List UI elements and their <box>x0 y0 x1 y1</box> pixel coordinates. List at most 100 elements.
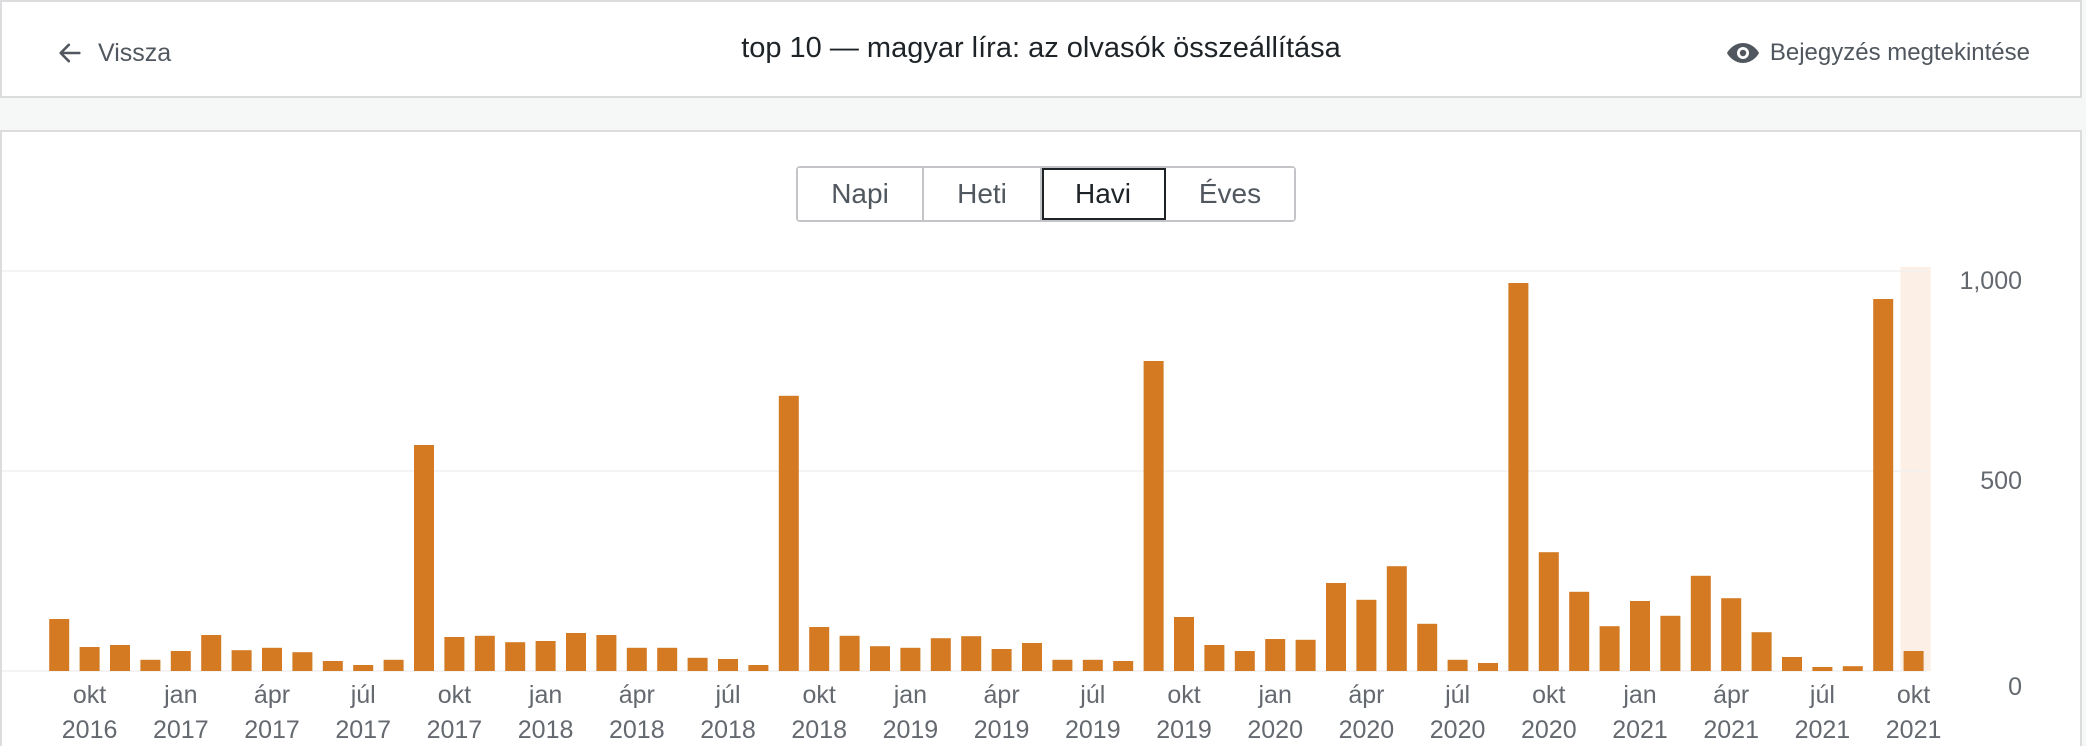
bar-56 <box>1751 632 1772 671</box>
bar-34 <box>1082 659 1103 671</box>
x-tick-year: 2019 <box>974 716 1030 744</box>
x-tick-month: jan <box>528 681 562 709</box>
bar-6 <box>231 650 252 671</box>
bar-21 <box>687 657 708 671</box>
bar-59 <box>1842 666 1863 671</box>
x-tick-month: okt <box>438 681 471 709</box>
bar-38 <box>1204 645 1225 671</box>
x-tick-month: ápr <box>1348 681 1384 709</box>
period-week-button[interactable]: Heti <box>924 168 1042 220</box>
bar-53 <box>1660 615 1681 671</box>
x-tick-year: 2018 <box>518 716 574 744</box>
y-tick-label: 1,000 <box>1959 267 2022 295</box>
x-tick-month: jan <box>1622 681 1656 709</box>
x-tick-month: ápr <box>984 681 1020 709</box>
back-label: Vissza <box>98 38 172 67</box>
x-tick-year: 2017 <box>335 716 391 744</box>
bar-50 <box>1569 591 1590 671</box>
period-month-button[interactable]: Havi <box>1042 168 1166 220</box>
x-tick-month: ápr <box>619 681 655 709</box>
bar-51 <box>1599 626 1620 671</box>
bar-47 <box>1478 663 1498 671</box>
bar-10 <box>353 665 374 671</box>
bar-41 <box>1295 639 1316 671</box>
bar-7 <box>262 647 282 671</box>
bar-0 <box>49 619 70 671</box>
y-tick-label: 500 <box>1980 467 2022 495</box>
x-tick-year: 2020 <box>1339 716 1395 744</box>
bar-11 <box>383 659 404 671</box>
bar-12 <box>414 445 434 671</box>
bar-16 <box>535 641 556 671</box>
x-tick-year: 2018 <box>700 716 756 744</box>
x-tick-year: 2017 <box>427 716 483 744</box>
x-tick-month: jan <box>163 681 197 709</box>
bar-5 <box>201 635 222 671</box>
page-title: top 10 — magyar líra: az olvasók összeál… <box>741 32 1341 64</box>
bar-13 <box>444 637 465 671</box>
x-tick-year: 2019 <box>1065 716 1121 744</box>
bar-9 <box>322 661 343 671</box>
x-tick-year: 2020 <box>1247 716 1303 744</box>
x-tick-month: ápr <box>254 681 290 709</box>
bar-23 <box>748 665 769 671</box>
bar-29 <box>930 638 951 671</box>
bar-27 <box>870 646 890 671</box>
x-tick-month: júl <box>1444 681 1470 709</box>
bar-18 <box>596 635 617 671</box>
y-tick-label: 0 <box>2008 673 2022 701</box>
bar-25 <box>809 627 830 671</box>
period-day-button[interactable]: Napi <box>798 168 924 220</box>
bar-14 <box>474 635 495 671</box>
bar-37 <box>1174 617 1194 671</box>
bar-57 <box>1782 657 1802 671</box>
x-tick-year: 2021 <box>1612 716 1668 744</box>
bar-30 <box>961 636 982 671</box>
bar-31 <box>991 649 1012 671</box>
x-tick-month: jan <box>893 681 927 709</box>
bar-45 <box>1417 623 1438 671</box>
period-selector: Napi Heti Havi Éves <box>796 166 1296 222</box>
x-tick-month: júl <box>1079 681 1105 709</box>
bar-52 <box>1630 601 1650 671</box>
x-tick-month: júl <box>350 681 376 709</box>
bar-42 <box>1326 583 1346 671</box>
views-bar-chart: 0 500 1,000 okt 2016 jan 2017 ápr 2017 júl 2017 okt… <box>2 267 2022 744</box>
bar-48 <box>1508 283 1529 671</box>
x-tick-year: 2018 <box>609 716 665 744</box>
x-tick-month: okt <box>73 681 106 709</box>
bar-17 <box>566 633 586 671</box>
bar-60 <box>1873 299 1894 671</box>
current-period-highlight <box>1900 267 1931 671</box>
bar-32 <box>1022 643 1042 671</box>
x-tick-month: okt <box>1532 681 1565 709</box>
bar-43 <box>1356 599 1377 671</box>
x-tick-month: okt <box>803 681 836 709</box>
bar-24 <box>778 395 799 671</box>
bar-46 <box>1447 659 1468 671</box>
back-button[interactable]: Vissza <box>56 34 171 72</box>
x-tick-year: 2017 <box>153 716 209 744</box>
bar-54 <box>1690 575 1711 671</box>
period-year-button[interactable]: Éves <box>1166 168 1294 220</box>
bar-19 <box>626 647 647 671</box>
bar-28 <box>900 647 921 671</box>
x-tick-year: 2016 <box>62 716 118 744</box>
x-tick-year: 2019 <box>1156 716 1212 744</box>
bar-22 <box>718 659 738 671</box>
x-tick-year: 2021 <box>1703 716 1759 744</box>
x-tick-year: 2019 <box>883 716 939 744</box>
x-tick-month: okt <box>1167 681 1200 709</box>
bar-39 <box>1234 651 1255 671</box>
x-tick-year: 2021 <box>1795 716 1851 744</box>
bar-15 <box>505 642 526 671</box>
x-tick-year: 2018 <box>791 716 847 744</box>
bar-2 <box>110 645 130 671</box>
bar-55 <box>1721 598 1742 671</box>
bar-3 <box>140 659 161 671</box>
bar-8 <box>292 652 313 671</box>
view-post-label: Bejegyzés megtekintése <box>1769 39 2030 66</box>
bar-1 <box>79 647 100 671</box>
view-post-button[interactable]: Bejegyzés megtekintése <box>1726 34 2030 72</box>
bar-33 <box>1052 659 1073 671</box>
